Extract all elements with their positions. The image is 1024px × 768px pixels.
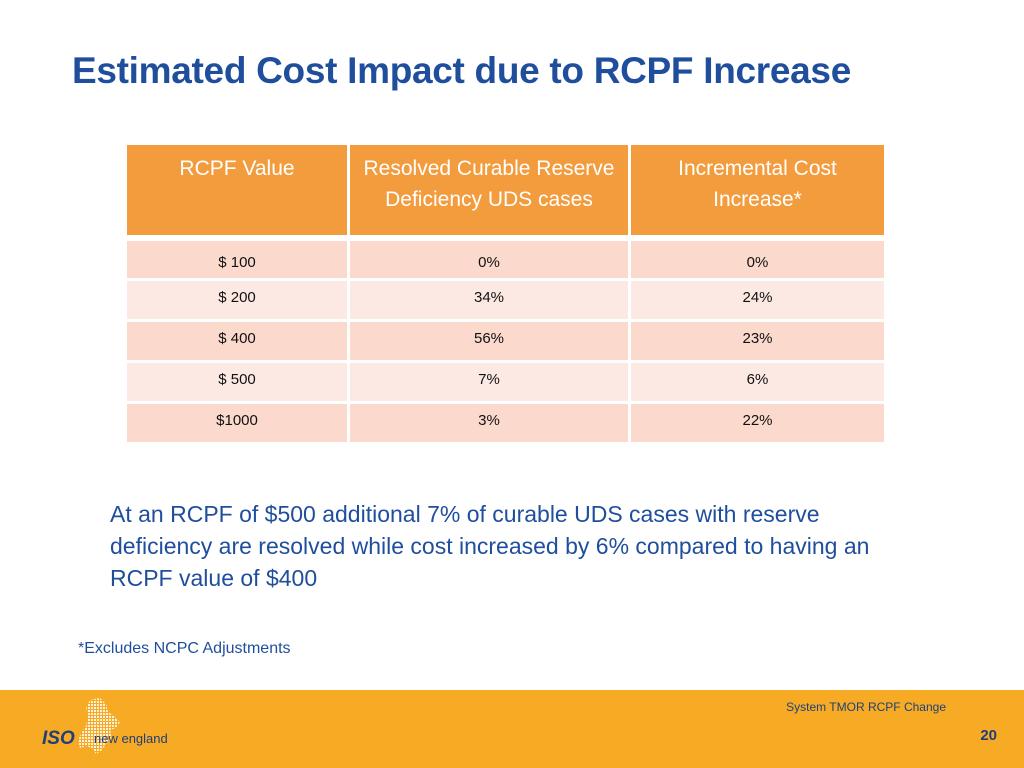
table-header: RCPF Value Resolved Curable Reserve Defi… (127, 145, 884, 235)
table-row: $1000 3% 22% (127, 404, 884, 442)
logo-iso-text: ISO (42, 728, 75, 749)
cell-rcpf-value: $ 400 (127, 322, 347, 360)
summary-text: At an RCPF of $500 additional 7% of cura… (110, 501, 870, 591)
cell-resolved-cases: 3% (350, 404, 628, 442)
cell-incremental-cost: 6% (631, 363, 884, 401)
cell-incremental-cost: 24% (631, 281, 884, 319)
cell-rcpf-value: $ 200 (127, 281, 347, 319)
cell-resolved-cases: 0% (350, 238, 628, 278)
cell-incremental-cost: 23% (631, 322, 884, 360)
header-resolved-cases: Resolved Curable Reserve Deficiency UDS … (350, 145, 628, 235)
cell-rcpf-value: $1000 (127, 404, 347, 442)
table-row: $ 100 0% 0% (127, 238, 884, 278)
cost-impact-table: RCPF Value Resolved Curable Reserve Defi… (124, 142, 887, 445)
cell-incremental-cost: 22% (631, 404, 884, 442)
footer-bar: ISO new england System TMOR RCPF Change … (0, 690, 1024, 768)
table-header-row: RCPF Value Resolved Curable Reserve Defi… (127, 145, 884, 235)
cell-resolved-cases: 56% (350, 322, 628, 360)
new-england-map-icon (78, 698, 120, 754)
footnote: *Excludes NCPC Adjustments (78, 640, 291, 657)
table-row: $ 500 7% 6% (127, 363, 884, 401)
header-incremental-cost: Incremental Cost Increase* (631, 145, 884, 235)
table-row: $ 400 56% 23% (127, 322, 884, 360)
header-rcpf-value: RCPF Value (127, 145, 347, 235)
iso-new-england-logo: ISO new england (38, 698, 178, 758)
logo-region-text: new england (94, 731, 168, 746)
cell-resolved-cases: 34% (350, 281, 628, 319)
table-row: $ 200 34% 24% (127, 281, 884, 319)
presentation-title: System TMOR RCPF Change (786, 700, 946, 714)
table-body: $ 100 0% 0% $ 200 34% 24% $ 400 56% 23% … (127, 238, 884, 442)
cell-incremental-cost: 0% (631, 238, 884, 278)
cell-resolved-cases: 7% (350, 363, 628, 401)
cell-rcpf-value: $ 500 (127, 363, 347, 401)
slide-title: Estimated Cost Impact due to RCPF Increa… (72, 50, 851, 91)
page-number: 20 (980, 727, 997, 744)
cell-rcpf-value: $ 100 (127, 238, 347, 278)
